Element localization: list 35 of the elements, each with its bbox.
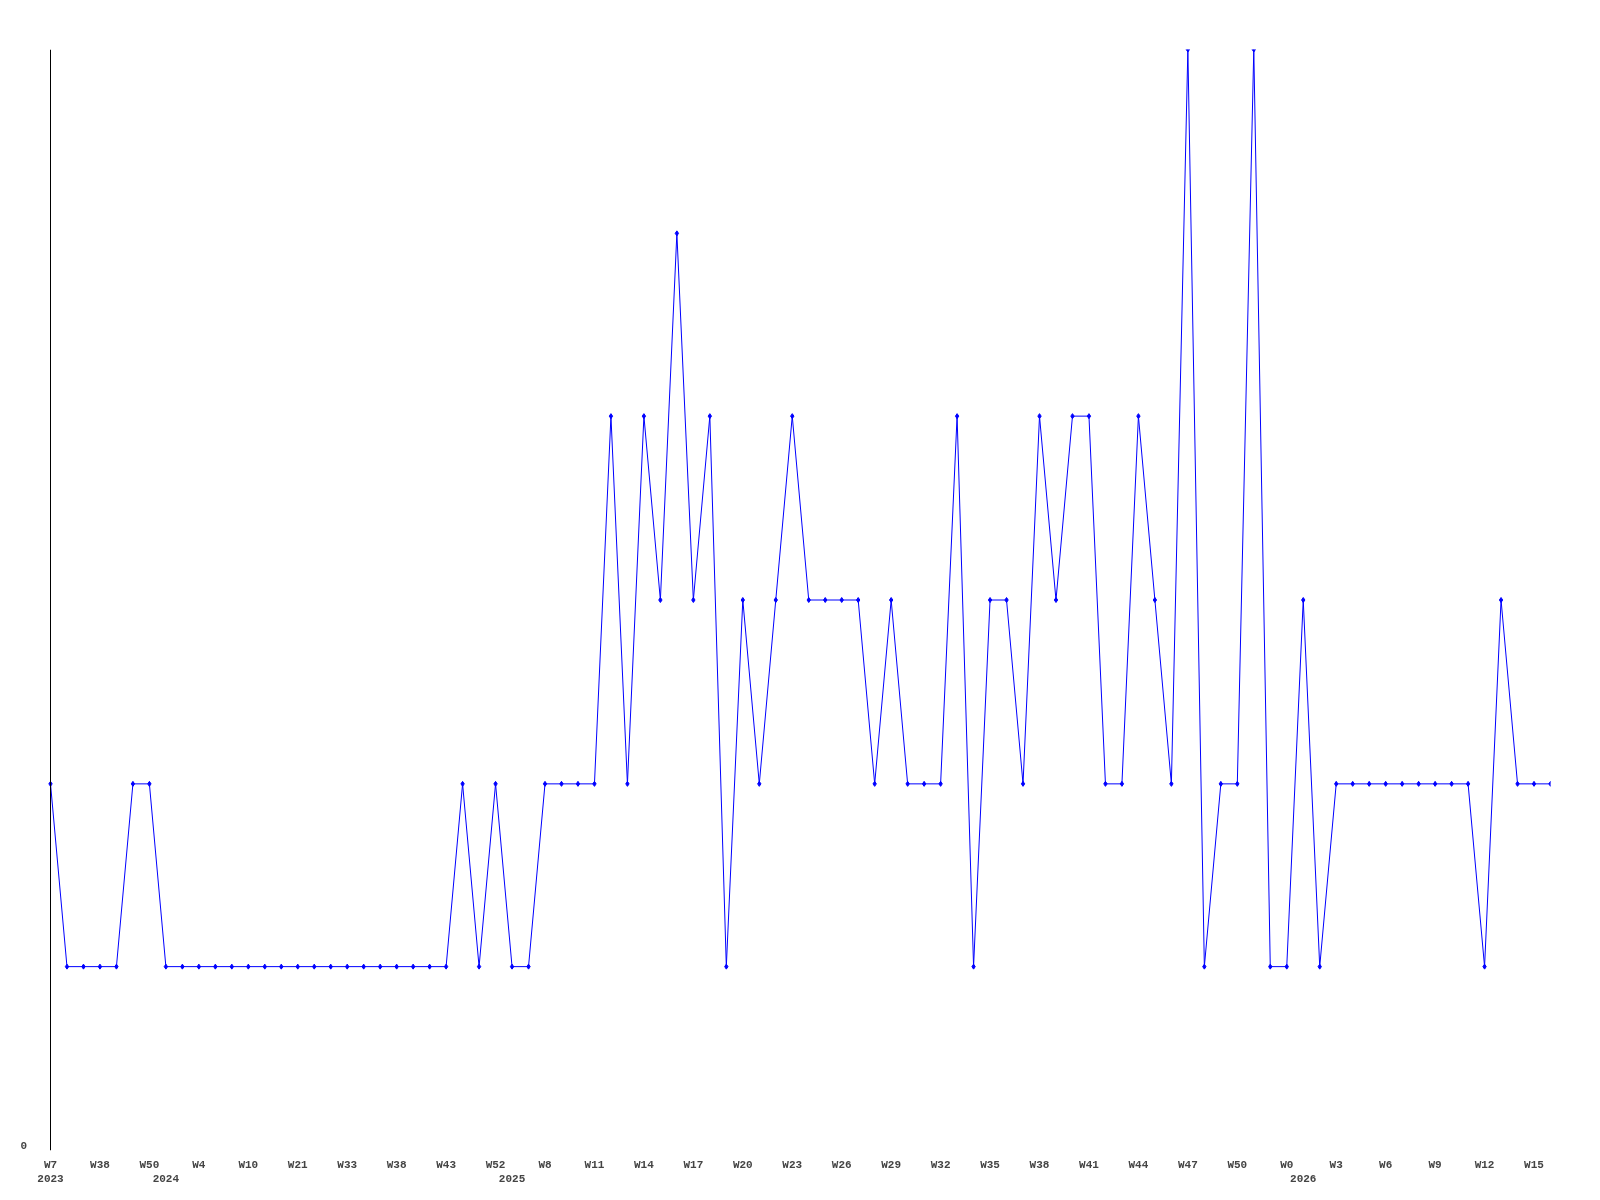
x-tick-label: 2026 (1290, 1172, 1317, 1185)
x-tick-label: W12 (1474, 1158, 1495, 1171)
x-tick-label: W38 (386, 1158, 407, 1171)
x-tick-label: W7 2023 (37, 1158, 65, 1185)
x-tick-label: W8 (538, 1158, 553, 1171)
x-tick-label: W0 (1280, 1158, 1294, 1171)
text: 0 (20, 1139, 28, 1152)
x-tick-label: W14 (634, 1158, 655, 1171)
x-tick-label: W21 (287, 1158, 309, 1171)
x-tick-label: W47 (1177, 1158, 1198, 1171)
x-tick-label: W20 (732, 1158, 753, 1171)
x-tick-label: W4 (192, 1158, 206, 1171)
x-tick-label: W43 (436, 1158, 457, 1171)
x-tick-label: W6 (1379, 1158, 1393, 1171)
x-tick-label: W26 (831, 1158, 852, 1171)
x-tick-label: W3 (1329, 1158, 1344, 1171)
x-tick-label: W11 (584, 1158, 605, 1171)
x-tick-label: W50 (1227, 1158, 1248, 1171)
x-tick-label: 2025 (498, 1172, 526, 1185)
x-tick-label: W29 (881, 1158, 902, 1171)
x-tick-label: W32 (930, 1158, 951, 1171)
x-tick-label: W15 (1524, 1158, 1545, 1171)
x-tick-label: W52 (485, 1158, 506, 1171)
x-tick-label: W38 (1029, 1158, 1050, 1171)
x-tick-label: W10 (238, 1158, 259, 1171)
x-tick-label: 2024 (152, 1172, 180, 1185)
x-tick-label: W33 (337, 1158, 358, 1171)
x-tick-label: W50 (139, 1158, 160, 1171)
x-tick-label: W17 (683, 1158, 704, 1171)
x-tick-label: W41 (1079, 1158, 1100, 1171)
x-tick-label: W38 (90, 1158, 111, 1171)
x-tick-label: W9 (1428, 1158, 1442, 1171)
x-tick-label: W44 (1128, 1158, 1149, 1171)
x-tick-label: W35 (980, 1158, 1001, 1171)
x-tick-label: W23 (782, 1158, 803, 1171)
